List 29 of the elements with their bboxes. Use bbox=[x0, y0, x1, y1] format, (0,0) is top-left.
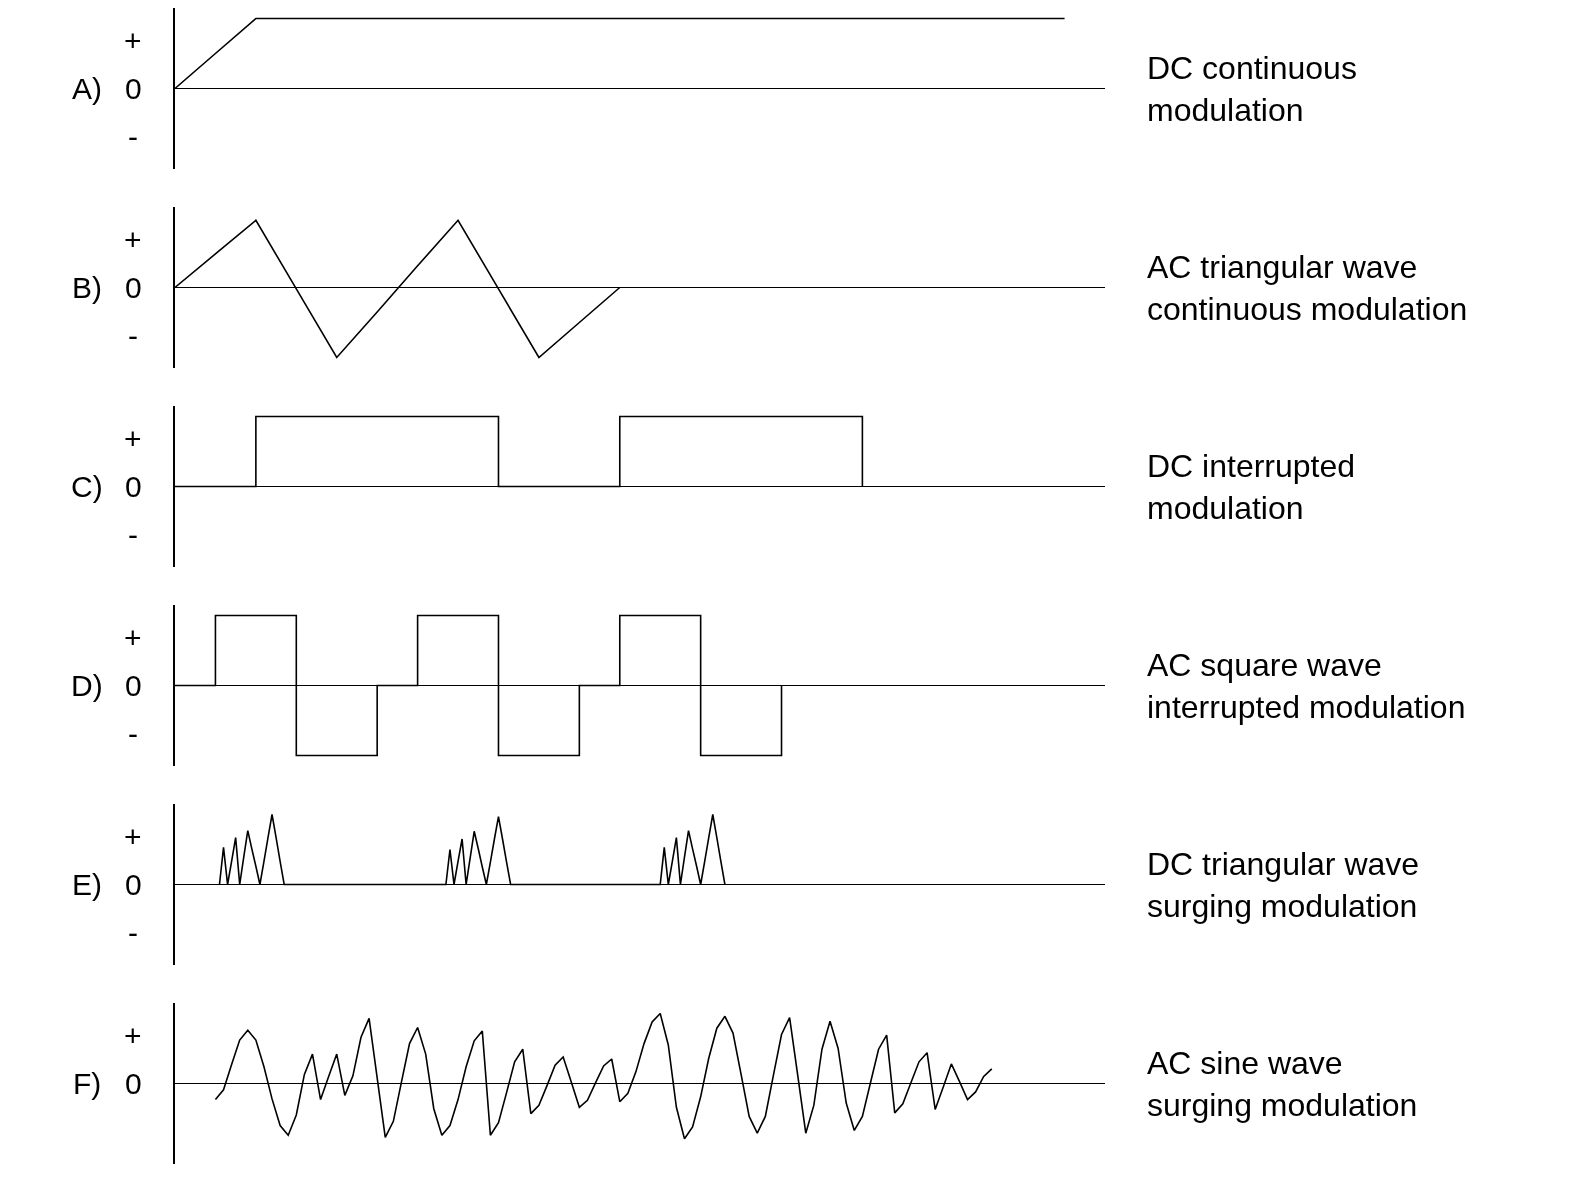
text: + bbox=[124, 422, 142, 455]
text: F) bbox=[73, 1067, 102, 1100]
text: - bbox=[128, 518, 138, 551]
text: E) bbox=[72, 868, 102, 901]
text: D) bbox=[71, 669, 103, 702]
text: - bbox=[128, 120, 138, 153]
text: C) bbox=[71, 470, 103, 503]
text: 0 bbox=[125, 868, 142, 901]
text: DC triangular wave surging modulation bbox=[1147, 846, 1420, 924]
text: 0 bbox=[125, 72, 142, 105]
text: - bbox=[128, 319, 138, 352]
text: DC interrupted modulation bbox=[1147, 448, 1356, 526]
text: AC triangular wave continuous modulation bbox=[1147, 249, 1468, 327]
text: 0 bbox=[125, 669, 142, 702]
text: DC continuous modulation bbox=[1147, 50, 1357, 128]
text: 0 bbox=[125, 470, 142, 503]
text: AC sine wave surging modulation bbox=[1147, 1045, 1418, 1123]
text: A) bbox=[72, 72, 102, 105]
text: + bbox=[124, 24, 142, 57]
text: AC square wave interrupted modulation bbox=[1147, 647, 1466, 725]
text: + bbox=[124, 820, 142, 853]
text: - bbox=[128, 916, 138, 949]
text: B) bbox=[72, 271, 102, 304]
text: - bbox=[128, 717, 138, 750]
text: + bbox=[124, 621, 142, 654]
text: 0 bbox=[125, 1067, 142, 1100]
text: + bbox=[124, 1019, 142, 1052]
text: 0 bbox=[125, 271, 142, 304]
text: + bbox=[124, 223, 142, 256]
